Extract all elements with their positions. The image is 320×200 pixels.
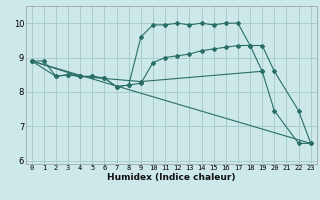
- X-axis label: Humidex (Indice chaleur): Humidex (Indice chaleur): [107, 173, 236, 182]
